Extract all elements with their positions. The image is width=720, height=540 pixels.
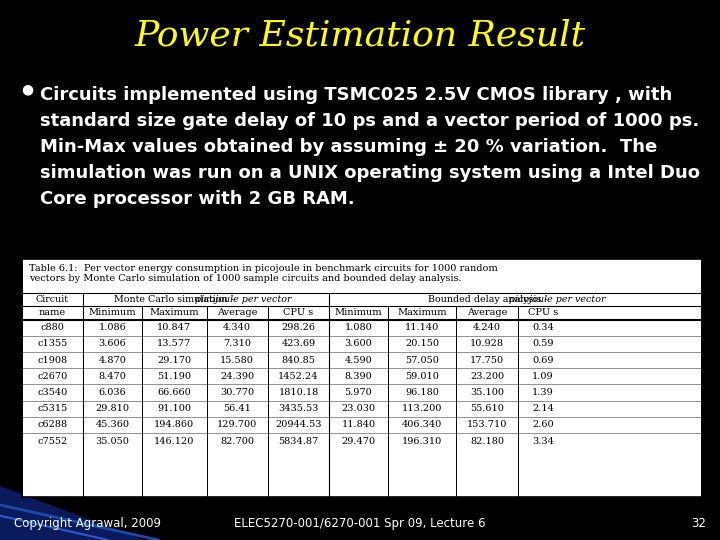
- Text: 5.970: 5.970: [345, 388, 372, 397]
- Text: c6288: c6288: [37, 421, 67, 429]
- Text: 29.810: 29.810: [95, 404, 130, 413]
- Text: 57.050: 57.050: [405, 356, 439, 364]
- Text: 1.09: 1.09: [532, 372, 554, 381]
- Text: picojoule per vector: picojoule per vector: [509, 295, 606, 304]
- Text: 20944.53: 20944.53: [275, 421, 322, 429]
- Text: simulation was run on a UNIX operating system using a Intel Duo: simulation was run on a UNIX operating s…: [40, 164, 700, 182]
- Text: Copyright Agrawal, 2009: Copyright Agrawal, 2009: [14, 517, 161, 530]
- Text: 406.340: 406.340: [402, 421, 442, 429]
- Text: 194.860: 194.860: [154, 421, 194, 429]
- Text: Power Estimation Result: Power Estimation Result: [135, 19, 585, 53]
- Text: 196.310: 196.310: [402, 437, 442, 445]
- Text: 0.34: 0.34: [532, 323, 554, 332]
- Text: 24.390: 24.390: [220, 372, 254, 381]
- Text: 3.606: 3.606: [99, 340, 126, 348]
- Text: Average: Average: [217, 308, 258, 318]
- Text: Min-Max values obtained by assuming ± 20 % variation.  The: Min-Max values obtained by assuming ± 20…: [40, 138, 657, 156]
- Text: standard size gate delay of 10 ps and a vector period of 1000 ps.: standard size gate delay of 10 ps and a …: [40, 112, 699, 130]
- Text: 35.050: 35.050: [95, 437, 130, 445]
- Text: 82.180: 82.180: [470, 437, 504, 445]
- Text: 55.610: 55.610: [470, 404, 504, 413]
- Text: 1.086: 1.086: [99, 323, 126, 332]
- Text: 30.770: 30.770: [220, 388, 254, 397]
- Text: 3.600: 3.600: [345, 340, 372, 348]
- Text: 23.030: 23.030: [341, 404, 376, 413]
- Text: 51.190: 51.190: [157, 372, 192, 381]
- Text: c880: c880: [40, 323, 64, 332]
- Text: 146.120: 146.120: [154, 437, 194, 445]
- Text: 11.840: 11.840: [341, 421, 376, 429]
- Text: 6.036: 6.036: [99, 388, 126, 397]
- Text: 13.577: 13.577: [157, 340, 192, 348]
- FancyBboxPatch shape: [22, 259, 702, 497]
- Text: 153.710: 153.710: [467, 421, 508, 429]
- Text: 32: 32: [690, 517, 706, 530]
- Text: 0.59: 0.59: [532, 340, 554, 348]
- Text: 20.150: 20.150: [405, 340, 439, 348]
- Text: CPU s: CPU s: [528, 308, 558, 318]
- Text: 840.85: 840.85: [282, 356, 315, 364]
- Text: 7.310: 7.310: [223, 340, 251, 348]
- Text: 129.700: 129.700: [217, 421, 257, 429]
- Polygon shape: [0, 486, 144, 540]
- Text: CPU s: CPU s: [283, 308, 314, 318]
- Text: Average: Average: [467, 308, 508, 318]
- Text: Circuits implemented using TSMC025 2.5V CMOS library , with: Circuits implemented using TSMC025 2.5V …: [40, 86, 672, 104]
- Text: Maximum: Maximum: [397, 308, 447, 318]
- Text: 8.470: 8.470: [99, 372, 126, 381]
- Text: 423.69: 423.69: [282, 340, 315, 348]
- Text: c3540: c3540: [37, 388, 68, 397]
- Text: 3435.53: 3435.53: [278, 404, 319, 413]
- Text: c5315: c5315: [37, 404, 68, 413]
- Text: 1452.24: 1452.24: [278, 372, 319, 381]
- Text: 3.34: 3.34: [532, 437, 554, 445]
- Text: Bounded delay analysis -: Bounded delay analysis -: [428, 295, 548, 304]
- Text: 8.390: 8.390: [345, 372, 372, 381]
- Text: 0.69: 0.69: [532, 356, 554, 364]
- Text: 1.080: 1.080: [345, 323, 372, 332]
- Text: 91.100: 91.100: [157, 404, 192, 413]
- Text: 29.170: 29.170: [157, 356, 192, 364]
- Text: 1.39: 1.39: [532, 388, 554, 397]
- Text: 5834.87: 5834.87: [279, 437, 318, 445]
- Text: picojoule per vector: picojoule per vector: [195, 295, 292, 304]
- Text: 23.200: 23.200: [470, 372, 504, 381]
- Text: Circuit: Circuit: [36, 295, 68, 304]
- Text: 2.14: 2.14: [532, 404, 554, 413]
- Text: Minimum: Minimum: [89, 308, 136, 318]
- Text: 1810.18: 1810.18: [279, 388, 318, 397]
- Text: ●: ●: [22, 82, 34, 96]
- Text: 10.847: 10.847: [157, 323, 192, 332]
- Text: 59.010: 59.010: [405, 372, 439, 381]
- Text: 56.41: 56.41: [223, 404, 251, 413]
- Text: 4.590: 4.590: [345, 356, 372, 364]
- Text: 35.100: 35.100: [470, 388, 504, 397]
- Text: 96.180: 96.180: [405, 388, 439, 397]
- Text: Table 6.1:  Per vector energy consumption in picojoule in benchmark circuits for: Table 6.1: Per vector energy consumption…: [29, 264, 498, 283]
- Text: 4.340: 4.340: [223, 323, 251, 332]
- Text: 2.60: 2.60: [532, 421, 554, 429]
- Text: c1355: c1355: [37, 340, 68, 348]
- Text: 45.360: 45.360: [95, 421, 130, 429]
- Text: 29.470: 29.470: [341, 437, 376, 445]
- Text: Core processor with 2 GB RAM.: Core processor with 2 GB RAM.: [40, 190, 354, 208]
- Text: 298.26: 298.26: [282, 323, 315, 332]
- Text: name: name: [39, 308, 66, 318]
- Text: 4.240: 4.240: [473, 323, 501, 332]
- Text: 17.750: 17.750: [470, 356, 504, 364]
- Text: 113.200: 113.200: [402, 404, 443, 413]
- Text: Monte Carlo simulation -: Monte Carlo simulation -: [114, 295, 233, 304]
- Text: Maximum: Maximum: [150, 308, 199, 318]
- Text: 11.140: 11.140: [405, 323, 439, 332]
- Text: 10.928: 10.928: [470, 340, 504, 348]
- Text: c2670: c2670: [37, 372, 68, 381]
- Text: Minimum: Minimum: [335, 308, 382, 318]
- Text: 66.660: 66.660: [158, 388, 191, 397]
- Text: c1908: c1908: [37, 356, 67, 364]
- Text: 82.700: 82.700: [220, 437, 254, 445]
- Text: ELEC5270-001/6270-001 Spr 09, Lecture 6: ELEC5270-001/6270-001 Spr 09, Lecture 6: [234, 517, 486, 530]
- Text: 15.580: 15.580: [220, 356, 254, 364]
- Text: 4.870: 4.870: [99, 356, 126, 364]
- Text: c7552: c7552: [37, 437, 68, 445]
